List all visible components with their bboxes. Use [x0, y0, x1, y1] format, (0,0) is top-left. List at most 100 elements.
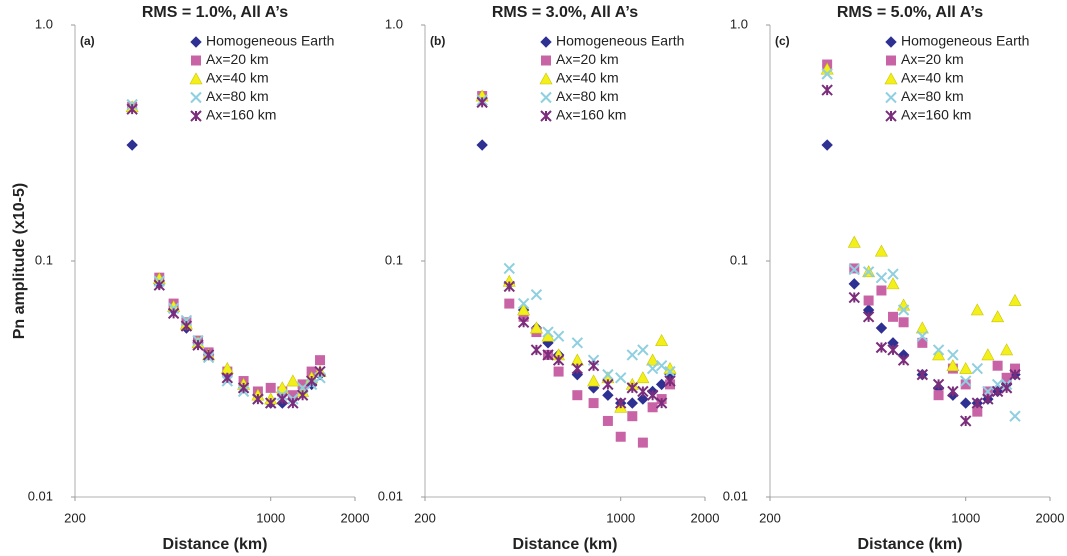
- data-point: [646, 362, 659, 375]
- chart-title: RMS = 5.0%, All A’s: [837, 4, 983, 21]
- legend-marker: [189, 72, 203, 85]
- legend-label: Ax=20 km: [901, 51, 964, 67]
- data-point: [655, 397, 668, 409]
- x-tick-label: 2000: [1036, 510, 1065, 525]
- data-point: [615, 431, 626, 442]
- data-point: [655, 360, 668, 372]
- legend-marker: [885, 110, 897, 122]
- legend-marker: [540, 36, 552, 48]
- data-point: [1001, 372, 1012, 383]
- data-point: [637, 393, 649, 405]
- data-point: [602, 368, 614, 381]
- legend-label: Homogeneous Earth: [901, 33, 1029, 49]
- legend-marker: [190, 36, 202, 48]
- data-point: [946, 359, 960, 372]
- data-point: [265, 382, 276, 393]
- y-tick-label: 0.1: [730, 252, 748, 267]
- x-tick-label: 200: [759, 510, 781, 525]
- y-axis-title: Pn amplitude (x10-5): [11, 183, 28, 339]
- legend-label: Ax=160 km: [206, 107, 276, 123]
- y-tick-label: 0.01: [28, 488, 53, 503]
- data-point: [1009, 368, 1021, 381]
- legend-label: Ax=80 km: [901, 88, 964, 104]
- data-point: [932, 348, 946, 361]
- data-point: [503, 280, 515, 293]
- data-point: [542, 326, 554, 338]
- data-point: [252, 393, 264, 405]
- y-tick-label: 0.1: [35, 252, 53, 267]
- legend-label: Ax=160 km: [901, 107, 971, 123]
- data-point: [981, 348, 995, 361]
- legend-label: Homogeneous Earth: [556, 33, 684, 49]
- data-point: [529, 321, 543, 334]
- chart-title: RMS = 3.0%, All A’s: [492, 4, 638, 21]
- data-point: [887, 344, 899, 356]
- legend-marker: [885, 91, 897, 104]
- y-tick-label: 0.01: [378, 488, 403, 503]
- data-point: [517, 316, 530, 328]
- data-point: [587, 374, 601, 387]
- data-point: [982, 393, 994, 405]
- data-point: [167, 307, 180, 320]
- data-point: [960, 375, 972, 387]
- data-point: [1000, 382, 1013, 394]
- data-point: [626, 349, 639, 361]
- data-point: [821, 84, 833, 96]
- legend-marker: [539, 72, 553, 85]
- data-point: [517, 297, 530, 310]
- data-point: [126, 139, 138, 151]
- legend-label: Ax=80 km: [206, 88, 269, 104]
- data-point: [602, 378, 614, 391]
- data-point: [960, 397, 972, 409]
- data-point: [503, 262, 515, 275]
- data-point: [530, 344, 543, 356]
- data-point: [991, 385, 1004, 398]
- data-point: [553, 366, 564, 377]
- data-point: [897, 304, 910, 316]
- data-point: [615, 397, 627, 409]
- data-point: [476, 96, 488, 109]
- legend-marker: [190, 110, 202, 122]
- data-point: [275, 381, 289, 394]
- y-tick-label: 0.01: [723, 488, 748, 503]
- x-tick-label: 2000: [341, 510, 370, 525]
- legend-marker: [541, 55, 551, 66]
- data-point: [180, 320, 193, 332]
- data-point: [655, 333, 669, 346]
- data-point: [552, 330, 565, 342]
- data-point: [1010, 363, 1021, 374]
- data-point: [287, 390, 298, 401]
- data-point: [571, 337, 584, 349]
- data-point: [917, 337, 928, 348]
- data-point: [971, 362, 984, 375]
- data-point: [297, 379, 308, 390]
- data-point: [587, 360, 600, 372]
- y-tick-label: 1.0: [35, 16, 53, 31]
- data-point: [916, 330, 929, 342]
- data-point: [305, 375, 318, 387]
- data-point: [602, 415, 613, 426]
- data-point: [821, 139, 833, 151]
- data-point: [876, 285, 887, 296]
- data-point: [153, 279, 165, 291]
- data-point: [571, 362, 584, 375]
- legend-label: Ax=20 km: [206, 51, 269, 67]
- legend-label: Homogeneous Earth: [206, 33, 334, 49]
- data-point: [959, 361, 973, 374]
- data-point: [875, 322, 888, 334]
- data-point: [947, 349, 959, 361]
- legend-marker: [886, 55, 896, 66]
- data-point: [1000, 343, 1014, 356]
- x-tick-label: 200: [414, 510, 436, 525]
- data-point: [862, 311, 875, 323]
- legend-marker: [884, 72, 898, 85]
- data-point: [1008, 293, 1022, 306]
- data-point: [664, 375, 676, 387]
- legend-label: Ax=160 km: [556, 107, 626, 123]
- data-point: [517, 303, 531, 316]
- data-point: [287, 397, 299, 409]
- legend-marker: [191, 55, 201, 66]
- data-point: [821, 68, 833, 80]
- y-tick-label: 0.1: [385, 252, 403, 267]
